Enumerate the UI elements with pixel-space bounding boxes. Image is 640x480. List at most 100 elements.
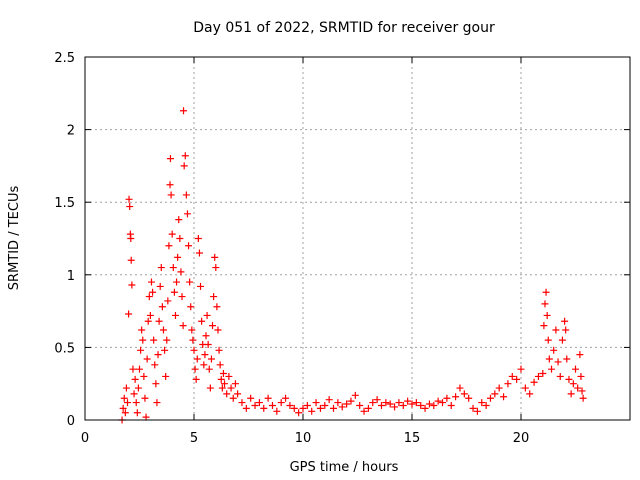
data-point (530, 378, 538, 386)
data-point (173, 278, 181, 286)
data-point (234, 390, 242, 398)
data-point (162, 372, 170, 380)
data-point (216, 361, 224, 369)
data-point (225, 372, 233, 380)
data-point (343, 400, 351, 408)
data-point (316, 404, 324, 412)
data-point (434, 397, 442, 405)
data-point (303, 401, 311, 409)
data-point (215, 346, 223, 354)
data-point (136, 365, 143, 373)
data-point (218, 384, 226, 392)
data-point (209, 322, 217, 330)
data-point (469, 404, 477, 412)
data-point (544, 336, 552, 344)
data-point (147, 278, 155, 286)
data-point (465, 394, 473, 402)
data-point (351, 391, 359, 399)
data-point (508, 372, 516, 380)
data-point (146, 311, 154, 319)
data-point (137, 346, 145, 354)
data-point (439, 399, 447, 407)
data-point (312, 399, 320, 407)
data-point (170, 288, 178, 296)
data-point (430, 401, 438, 409)
data-point (125, 310, 133, 318)
data-point (242, 404, 250, 412)
data-point (264, 394, 272, 402)
data-point (260, 404, 268, 412)
data-point (193, 355, 201, 363)
data-point (192, 375, 200, 383)
data-point (131, 375, 139, 383)
data-point (159, 326, 167, 334)
data-point (540, 322, 548, 330)
data-point (360, 407, 368, 415)
data-point (417, 401, 425, 409)
data-point (138, 326, 146, 334)
data-point (121, 409, 129, 417)
data-point (153, 399, 161, 407)
data-point (190, 346, 198, 354)
data-point (130, 390, 138, 398)
data-point (282, 394, 290, 402)
data-point (189, 336, 197, 344)
data-point (158, 303, 166, 311)
data-point (421, 404, 429, 412)
data-point (122, 384, 130, 392)
data-point (139, 336, 147, 344)
y-tick-label: 0 (67, 414, 75, 429)
data-point (174, 253, 182, 261)
data-point (221, 380, 229, 388)
data-point (125, 195, 133, 203)
data-point (521, 384, 529, 392)
data-point (134, 384, 142, 392)
y-tick-label: 0.5 (54, 341, 75, 356)
data-point (277, 399, 285, 407)
data-point (404, 397, 412, 405)
data-point (395, 399, 403, 407)
data-point (567, 390, 575, 398)
data-point (175, 216, 183, 224)
data-point (347, 397, 355, 405)
data-point (565, 375, 573, 383)
data-point (229, 394, 237, 402)
data-point (561, 317, 569, 325)
data-point (204, 340, 212, 348)
data-point (563, 355, 571, 363)
data-point (473, 407, 481, 415)
data-point (167, 191, 175, 199)
data-point (214, 326, 222, 334)
data-point (195, 249, 203, 257)
data-point (369, 399, 377, 407)
data-point (211, 253, 219, 261)
data-point (550, 346, 558, 354)
data-point (223, 390, 231, 398)
data-point (155, 317, 163, 325)
data-point (486, 394, 494, 402)
data-point (545, 355, 553, 363)
data-point (255, 399, 263, 407)
data-point (373, 396, 381, 404)
y-tick-label: 2 (67, 124, 75, 139)
data-point (203, 311, 211, 319)
data-point (127, 235, 135, 242)
chart-title: Day 051 of 2022, SRMTID for receiver gou… (193, 20, 495, 36)
data-point (308, 407, 316, 415)
plot-frame (84, 56, 631, 421)
data-point (562, 326, 570, 334)
data-point (188, 326, 196, 334)
y-tick-label: 1.5 (54, 196, 75, 211)
data-point (227, 384, 235, 392)
data-point (164, 297, 172, 305)
data-point (382, 399, 390, 407)
data-point (166, 155, 174, 163)
data-point (295, 409, 303, 417)
data-point (539, 370, 547, 378)
data-point (133, 409, 141, 417)
data-point (495, 384, 503, 392)
data-point (212, 264, 220, 272)
data-point (321, 401, 329, 409)
data-point (119, 404, 127, 412)
data-point (210, 293, 218, 301)
